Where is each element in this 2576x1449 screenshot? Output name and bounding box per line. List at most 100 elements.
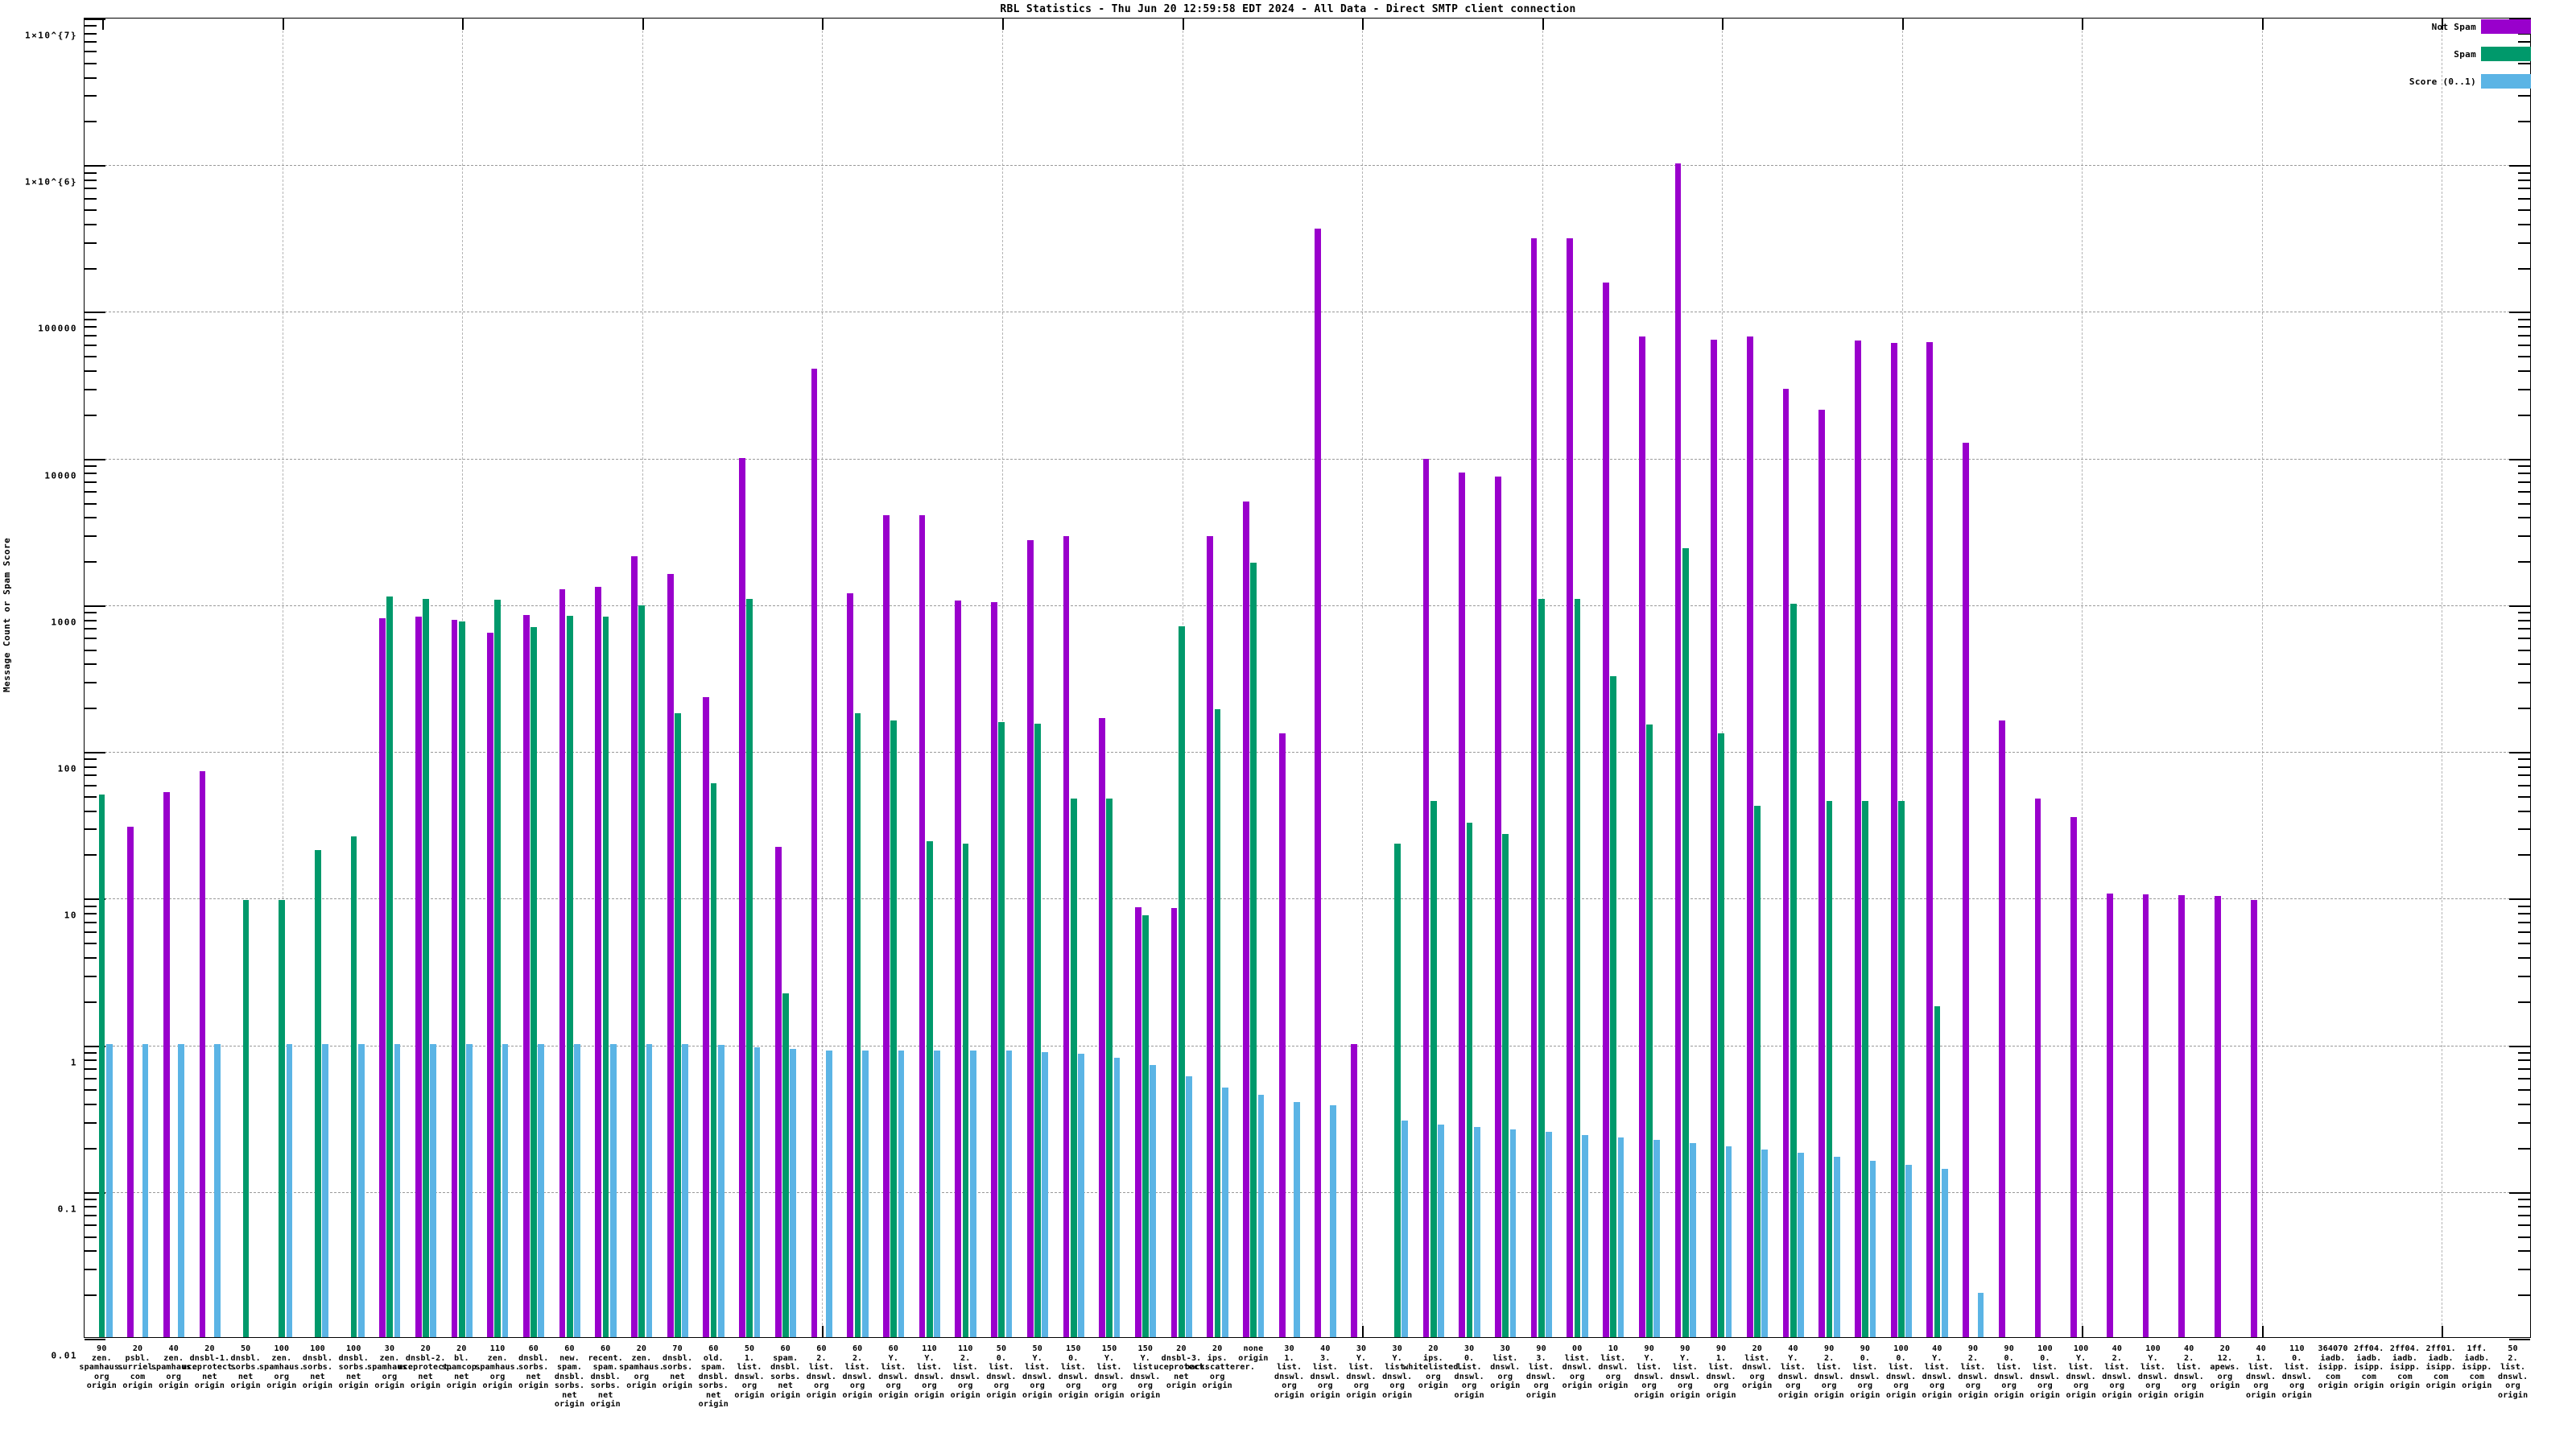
x-axis-tick-label: 20 dnsbl-3. uceprotect. net origin — [1154, 1344, 1209, 1390]
bar-spam — [530, 627, 537, 1337]
bar-series-container — [85, 19, 2530, 1337]
legend-item-score: Score (0..1) — [2409, 74, 2531, 89]
axis-minor-tick — [85, 473, 97, 475]
axis-minor-tick — [2518, 774, 2530, 777]
bar-notspam — [1963, 443, 1969, 1337]
bar-score — [574, 1043, 580, 1337]
axis-minor-tick — [2518, 344, 2530, 346]
gridline — [2261, 19, 2263, 1337]
axis-minor-tick — [2518, 1199, 2530, 1201]
legend-swatch-spam — [2481, 47, 2531, 61]
axis-minor-tick — [85, 619, 97, 621]
axis-minor-tick — [85, 828, 97, 831]
bar-spam — [1610, 676, 1617, 1337]
axis-minor-tick — [85, 121, 97, 123]
axis-tick — [822, 1326, 824, 1337]
y-axis-tick-label: 1000 — [51, 617, 77, 628]
bar-notspam — [1422, 459, 1430, 1337]
axis-minor-tick — [85, 708, 97, 710]
bar-score — [969, 1050, 976, 1337]
axis-minor-tick — [85, 188, 97, 190]
axis-minor-tick — [2518, 535, 2530, 537]
x-axis-tick-label: none origin — [1238, 1344, 1269, 1363]
bar-notspam — [1818, 409, 1826, 1337]
gridline — [85, 752, 2530, 753]
bar-spam — [1214, 709, 1221, 1337]
bar-notspam — [955, 601, 962, 1337]
x-axis-tick-label: 90 2. list. dnswl. org origin — [1958, 1344, 1988, 1400]
axis-minor-tick — [85, 25, 97, 27]
axis-minor-tick — [2518, 561, 2530, 564]
bar-spam — [675, 712, 681, 1337]
axis-minor-tick — [2518, 758, 2530, 761]
axis-minor-tick — [2518, 956, 2530, 959]
x-axis-tick-label: 20 psbl. surriel. com origin — [118, 1344, 158, 1390]
axis-minor-tick — [2518, 1250, 2530, 1253]
x-axis-tick-label: 20 12. apews. org origin — [2210, 1344, 2240, 1390]
axis-minor-tick — [2518, 465, 2530, 467]
bar-score — [1473, 1127, 1480, 1337]
gridline — [2082, 19, 2083, 1337]
page-title: RBL Statistics - Thu Jun 20 12:59:58 EDT… — [1000, 3, 1576, 15]
axis-minor-tick — [85, 491, 97, 493]
bar-notspam — [1026, 540, 1034, 1337]
x-axis-tick-label: 150 0. list. dnswl. org origin — [1058, 1344, 1089, 1400]
x-axis-top-ticks — [85, 19, 2530, 1337]
bar-notspam — [2107, 894, 2113, 1337]
axis-minor-tick — [85, 912, 97, 914]
x-axis-tick-label: 40 2. list. dnswl. org origin — [2174, 1344, 2204, 1400]
x-axis-tick-label: 2ff04. iadb. isipp. com origin — [2354, 1344, 2384, 1390]
bar-spam — [1250, 563, 1257, 1337]
axis-minor-tick — [85, 1121, 97, 1124]
bar-notspam — [1530, 237, 1538, 1337]
axis-minor-tick — [2518, 795, 2530, 798]
bar-score — [861, 1050, 869, 1337]
axis-tick — [2082, 19, 2084, 30]
axis-minor-tick — [2518, 1067, 2530, 1070]
bar-spam — [602, 616, 609, 1337]
axis-minor-tick — [2518, 810, 2530, 812]
axis-minor-tick — [2518, 171, 2530, 174]
bar-notspam — [1890, 342, 1897, 1337]
axis-minor-tick — [85, 1199, 97, 1201]
x-axis-tick-label: 60 old. spam. dnsbl. sorbs. net origin — [698, 1344, 729, 1409]
bar-score — [1833, 1156, 1840, 1337]
axis-minor-tick — [2518, 209, 2530, 212]
axis-tick — [85, 458, 105, 460]
bar-spam — [1106, 798, 1113, 1337]
axis-minor-tick — [2518, 943, 2530, 945]
axis-minor-tick — [85, 1067, 97, 1070]
x-axis-tick-label: 60 Y. list. dnswl. org origin — [878, 1344, 909, 1400]
bar-notspam — [2070, 817, 2078, 1337]
x-axis-tick-label: 90 Y. list. dnswl. org origin — [1634, 1344, 1665, 1400]
gridline — [85, 458, 2530, 460]
x-axis-tick-label: 100 Y. list. dnswl. org origin — [2066, 1344, 2096, 1400]
bar-score — [357, 1043, 365, 1337]
axis-minor-tick — [2518, 369, 2530, 372]
bar-notspam — [1711, 340, 1717, 1337]
x-axis-tick-label: 40 3. list. dnswl. org origin — [1310, 1344, 1340, 1400]
bar-spam — [962, 844, 969, 1337]
axis-minor-tick — [2518, 619, 2530, 621]
axis-minor-tick — [85, 318, 97, 320]
axis-tick — [2509, 1045, 2530, 1047]
bar-notspam — [1134, 907, 1141, 1337]
x-axis-tick-label: 40 zen. spamhaus. org origin — [151, 1344, 196, 1390]
axis-minor-tick — [85, 517, 97, 519]
bar-spam — [1862, 801, 1869, 1337]
bar-notspam — [2034, 798, 2041, 1337]
bar-spam — [1646, 724, 1653, 1337]
bar-spam — [1502, 833, 1509, 1337]
x-axis-tick-label: 20 dnsbl-2. uceprotect. net origin — [398, 1344, 453, 1390]
bar-spam — [1142, 915, 1149, 1337]
y-axis-minor-ticks — [85, 19, 2530, 1337]
x-axis-tick-label: 40 Y. list. dnswl. org origin — [1922, 1344, 1952, 1400]
axis-minor-tick — [85, 1269, 97, 1271]
axis-minor-tick — [85, 956, 97, 959]
axis-tick — [85, 312, 105, 314]
bar-score — [1977, 1293, 1984, 1337]
axis-minor-tick — [85, 1147, 97, 1150]
axis-minor-tick — [85, 334, 97, 336]
axis-tick — [2261, 1326, 2264, 1337]
gridline — [85, 1191, 2530, 1193]
